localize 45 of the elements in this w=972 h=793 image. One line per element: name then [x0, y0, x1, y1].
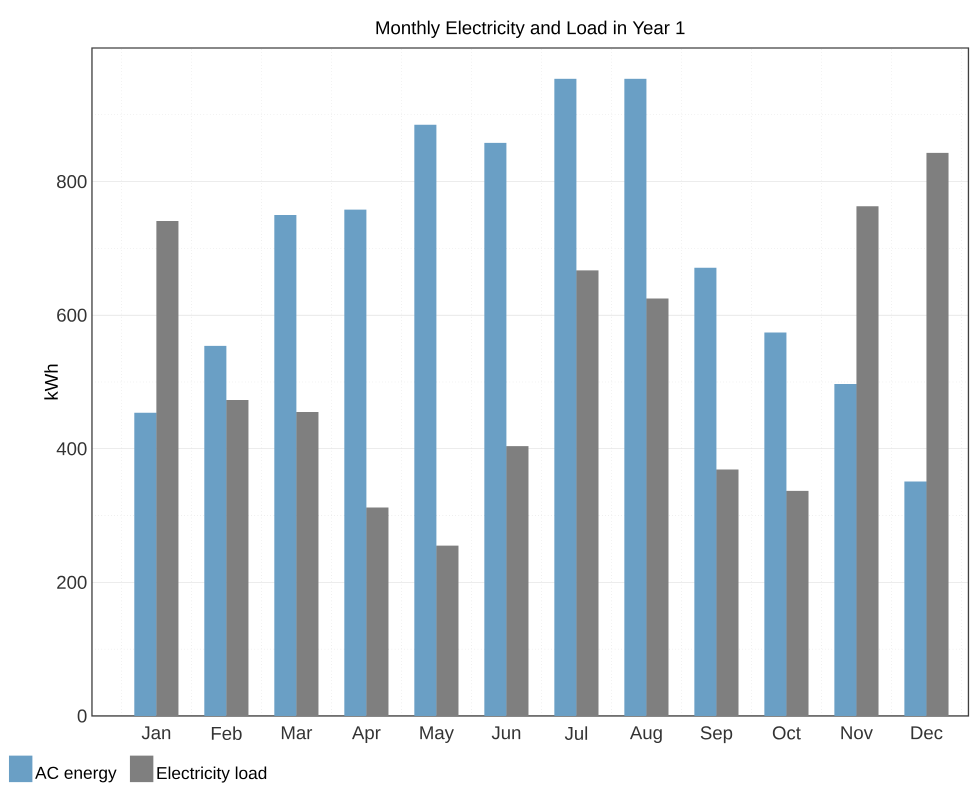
bar — [274, 215, 296, 716]
bar — [624, 78, 646, 716]
bar — [506, 446, 528, 716]
chart-title: Monthly Electricity and Load in Year 1 — [376, 20, 684, 38]
x-tick-label: Aug — [630, 726, 662, 743]
bar — [834, 384, 856, 716]
bar — [204, 346, 226, 716]
x-tick-label: Oct — [772, 726, 801, 740]
bar — [156, 221, 178, 716]
bar — [764, 332, 786, 716]
x-tick-label: Nov — [841, 726, 873, 740]
legend-label: Electricity load — [157, 766, 266, 783]
x-tick-label: Apr — [352, 726, 381, 743]
bar — [646, 298, 669, 716]
x-tick-label: Dec — [911, 726, 942, 740]
x-tick-label: Jul — [564, 726, 588, 740]
x-tick-label: Mar — [282, 726, 312, 740]
x-tick-label: Jun — [492, 726, 520, 740]
bar — [134, 412, 156, 716]
y-axis-title: kWh — [44, 364, 58, 400]
x-tick-label: Feb — [212, 726, 242, 740]
bar — [904, 482, 926, 716]
bar — [436, 546, 458, 716]
y-tick-label: 400 — [56, 442, 87, 456]
y-tick-label: 800 — [57, 175, 87, 188]
bar — [856, 206, 879, 716]
x-tick-label: Sep — [700, 726, 732, 744]
y-tick-label: 200 — [57, 576, 87, 589]
bar — [716, 469, 739, 716]
bar — [926, 152, 949, 716]
x-tick-label: Jan — [142, 726, 170, 740]
bar — [786, 490, 809, 716]
bar — [694, 268, 716, 716]
bar — [576, 270, 598, 716]
bar — [484, 142, 506, 716]
y-tick-label: 600 — [57, 308, 87, 322]
y-tick-label: 0 — [78, 709, 87, 723]
bar — [296, 412, 318, 716]
x-tick-label: May — [420, 726, 454, 743]
bar — [554, 78, 576, 716]
bar — [366, 508, 388, 716]
legend-label: AC energy — [35, 766, 117, 782]
bar — [414, 124, 436, 716]
bar — [226, 400, 248, 716]
bar — [344, 210, 366, 716]
